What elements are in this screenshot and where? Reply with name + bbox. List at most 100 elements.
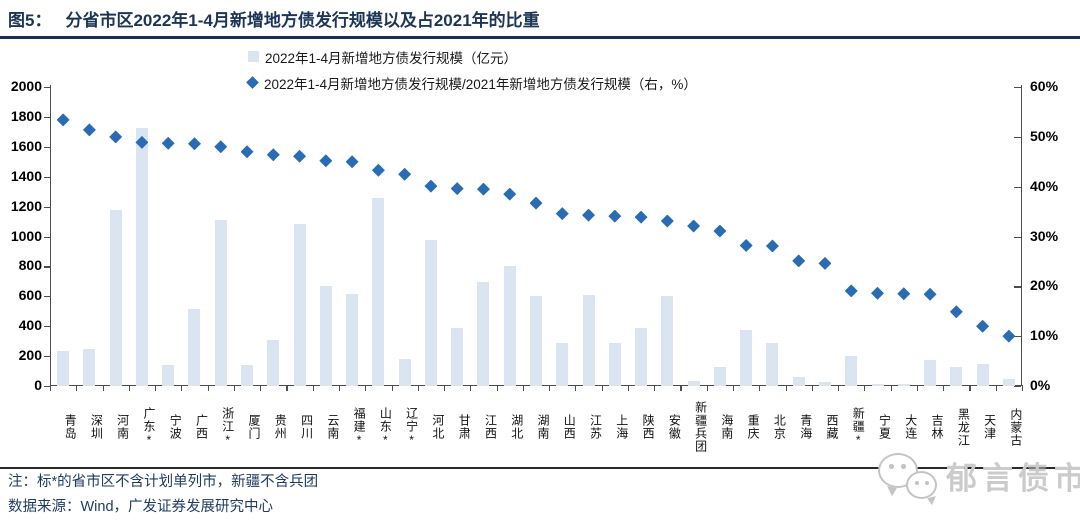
x-axis-label: 宁波 <box>168 414 183 440</box>
diamond-marker <box>187 137 201 151</box>
bar <box>740 329 753 386</box>
bar <box>57 350 70 386</box>
legend-bar-label: 2022年1-4月新增地方债发行规模（亿元） <box>265 50 518 66</box>
figure-note: 注：标*的省市区不含计划单列市，新疆不含兵团 <box>8 474 319 490</box>
x-axis-label: 安徽 <box>667 414 682 440</box>
diamond-marker <box>949 305 963 319</box>
bar <box>162 365 175 386</box>
diamond-marker <box>398 167 412 181</box>
bar <box>135 128 148 386</box>
x-axis-label: 海南 <box>719 414 734 440</box>
data-source: 数据来源：Wind，广发证券发展研究中心 <box>8 499 274 515</box>
y-axis-tick-label: 600 <box>18 287 42 304</box>
diamond-marker <box>319 154 333 168</box>
diamond-marker <box>371 163 385 177</box>
x-axis-tickmark <box>680 385 682 391</box>
diamond-marker <box>476 182 490 196</box>
right-axis-tickmark <box>1014 136 1021 139</box>
diamond-marker <box>424 179 438 193</box>
y-axis-tickmark <box>44 116 50 119</box>
title-divider <box>0 36 1080 39</box>
diamond-marker <box>582 208 596 222</box>
x-axis-label: 厦门 <box>247 414 262 440</box>
right-axis-tickmark <box>1014 336 1021 338</box>
x-axis-tickmark <box>496 385 498 391</box>
wechat-bubbles-icon <box>876 445 940 506</box>
x-axis-tickmark <box>470 385 472 391</box>
bar <box>635 328 648 386</box>
x-axis-label: 湖南 <box>536 414 550 440</box>
legend-item-bars: 2022年1-4月新增地方债发行规模（亿元） <box>248 47 697 66</box>
x-axis-label: 新疆* <box>851 406 866 448</box>
figure-title: 图5： 分省市区2022年1-4月新增地方债发行规模以及占2021年的比重 <box>8 6 540 31</box>
bar <box>950 366 963 386</box>
bar <box>871 383 884 386</box>
x-axis-tickmark <box>943 385 945 391</box>
diamond-marker <box>765 239 779 253</box>
x-axis-label: 重庆 <box>746 414 761 440</box>
x-axis-tickmark <box>864 385 866 391</box>
right-axis-tick-label: 0% <box>1030 377 1051 393</box>
x-axis-label: 西藏 <box>824 414 839 440</box>
x-axis-tickmark <box>391 385 393 391</box>
x-axis-label: 新疆兵团 <box>693 401 708 453</box>
bar <box>1002 378 1015 386</box>
x-axis-label: 山东* <box>378 406 393 448</box>
x-axis-label: 云南 <box>325 414 340 440</box>
y-axis-tick-label: 0 <box>34 377 42 393</box>
bar <box>503 266 516 386</box>
right-axis-tickmark <box>1014 386 1021 388</box>
x-axis-label: 江苏 <box>588 414 603 440</box>
x-axis-tickmark <box>706 385 708 391</box>
x-axis-label: 大连 <box>903 414 918 440</box>
chart-legend: 2022年1-4月新增地方债发行规模（亿元） 2022年1-4月新增地方债发行规… <box>246 47 697 99</box>
x-axis-label: 天津 <box>982 414 997 440</box>
right-axis-tick-label: 60% <box>1030 78 1059 94</box>
x-axis-tickmark <box>76 385 78 391</box>
x-axis-tickmark <box>260 385 262 391</box>
bar <box>661 296 674 386</box>
diamond-marker <box>240 145 254 159</box>
diamond-marker <box>976 319 990 333</box>
x-axis-tickmark <box>1022 385 1024 391</box>
bar <box>924 359 937 386</box>
bar <box>451 328 464 386</box>
bar <box>530 296 542 386</box>
right-axis-tickmark <box>1014 286 1021 288</box>
x-axis-label: 内蒙古 <box>1008 407 1023 447</box>
bar <box>346 294 359 386</box>
y-axis-tick-label: 200 <box>18 347 42 364</box>
x-axis-tickmark <box>312 385 314 391</box>
y-axis-tick-label: 1200 <box>10 197 42 214</box>
diamond-marker <box>687 219 701 233</box>
y-axis-tickmark <box>44 356 50 358</box>
bar <box>214 220 227 386</box>
x-axis-label: 陕西 <box>641 414 656 440</box>
left-axis-line <box>50 85 52 386</box>
bar <box>424 239 437 386</box>
x-axis-tickmark <box>969 385 971 391</box>
brand-logo: 郁言债市 <box>876 443 1080 509</box>
x-axis-label: 河南 <box>115 414 130 440</box>
bar <box>188 309 201 386</box>
diamond-marker <box>923 287 937 301</box>
x-axis-tickmark <box>575 385 577 391</box>
diamond-marker <box>897 287 911 301</box>
x-axis-label: 河北 <box>430 414 445 440</box>
legend-item-diamonds: 2022年1-4月新增地方债发行规模/2021年新增地方债发行规模（右，%） <box>246 73 697 92</box>
diamond-marker <box>871 286 884 300</box>
right-axis-tick-label: 10% <box>1030 327 1059 344</box>
bar <box>582 294 595 386</box>
right-axis-tick-label: 40% <box>1030 177 1059 194</box>
diamond-marker <box>266 148 280 162</box>
x-axis-tickmark <box>785 385 787 391</box>
diamond-marker <box>844 284 858 298</box>
x-axis-tickmark <box>654 385 656 391</box>
x-axis-tickmark <box>759 385 761 391</box>
bar <box>792 377 805 386</box>
y-axis-tickmark <box>44 146 50 148</box>
y-axis-tickmark <box>44 296 50 298</box>
bar <box>818 382 831 386</box>
y-axis-tick-label: 1400 <box>10 167 42 184</box>
